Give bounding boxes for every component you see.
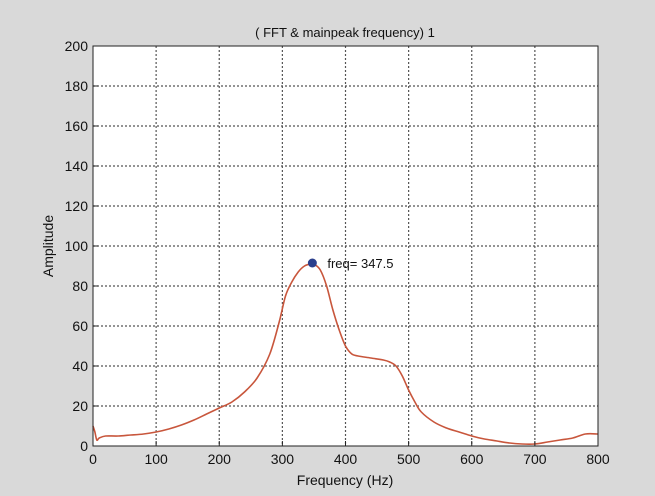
main-peak-marker	[307, 258, 317, 268]
y-tick-label: 80	[72, 278, 88, 294]
x-tick-label: 500	[397, 451, 421, 467]
y-tick-label: 160	[65, 118, 89, 134]
x-axis-label: Frequency (Hz)	[297, 472, 393, 488]
main-peak-label: freq= 347.5	[327, 256, 393, 271]
y-tick-label: 40	[72, 358, 88, 374]
x-tick-label: 400	[334, 451, 358, 467]
y-tick-label: 60	[72, 318, 88, 334]
x-tick-label: 700	[523, 451, 547, 467]
y-tick-label: 180	[65, 78, 89, 94]
y-tick-label: 20	[72, 398, 88, 414]
fft-amplitude-line	[92, 262, 599, 445]
chart-title: ( FFT & mainpeak frequency) 1	[255, 25, 435, 40]
y-tick-label: 0	[80, 438, 88, 454]
y-tick-label: 140	[65, 158, 89, 174]
x-tick-label: 600	[460, 451, 484, 467]
annotation-layer: freq= 347.5	[307, 256, 394, 271]
x-tick-label: 300	[271, 451, 295, 467]
y-tick-label: 120	[65, 198, 89, 214]
grid-lines	[93, 46, 598, 446]
x-tick-label: 100	[144, 451, 168, 467]
x-tick-label: 800	[586, 451, 610, 467]
y-axis-label: Amplitude	[40, 215, 56, 277]
x-tick-label: 200	[208, 451, 232, 467]
series-layer	[92, 262, 599, 445]
y-tick-label: 100	[65, 238, 89, 254]
y-tick-label: 200	[65, 38, 89, 54]
x-tick-label: 0	[89, 451, 97, 467]
axis-ticks: 0 100 200 300 400 500 600 700 800 0 20 40 60 80 100 120…	[65, 38, 610, 467]
